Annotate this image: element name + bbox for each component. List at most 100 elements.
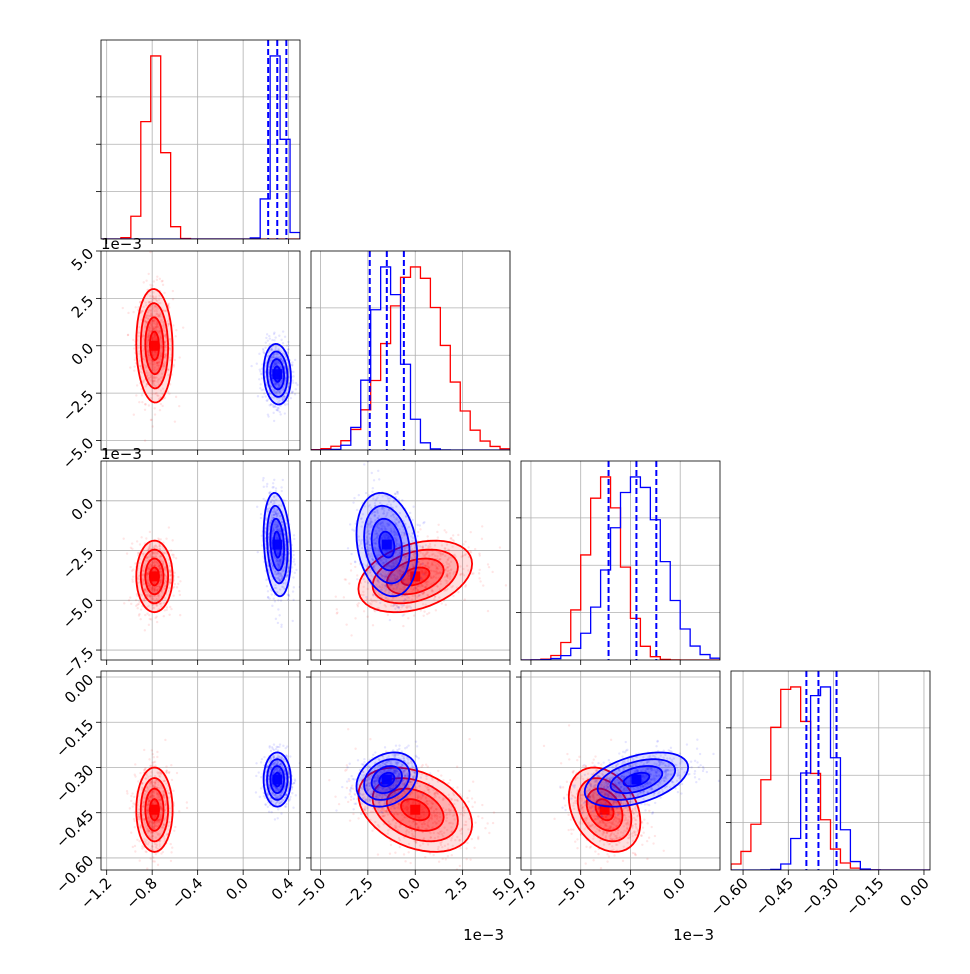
density-peak-series-1 — [272, 369, 282, 379]
scatter-point — [133, 347, 135, 349]
scatter-point — [170, 860, 172, 862]
scatter-point — [363, 573, 365, 575]
scatter-point — [411, 519, 413, 521]
scatter-point — [365, 596, 367, 598]
scatter-point — [273, 420, 275, 422]
scatter-point — [143, 749, 145, 751]
scatter-point — [379, 602, 381, 604]
scatter-point — [292, 576, 294, 578]
scatter-point — [412, 506, 414, 508]
scatter-point — [135, 394, 137, 396]
scatter-point — [291, 361, 293, 363]
scatter-point — [173, 572, 175, 574]
scatter-point — [146, 612, 148, 614]
panel-1-1 — [306, 251, 510, 455]
histogram-series-1 — [521, 477, 720, 660]
scatter-point — [131, 578, 133, 580]
scatter-point — [409, 512, 411, 514]
scatter-point — [280, 624, 282, 626]
scatter-point — [292, 590, 294, 592]
y-tick-label: −2.5 — [59, 544, 97, 582]
scatter-point — [137, 780, 139, 782]
scatter-point — [179, 594, 181, 596]
scatter-point — [149, 284, 151, 286]
scatter-point — [292, 560, 294, 562]
scatter-point — [365, 492, 367, 494]
scatter-point — [165, 772, 167, 774]
scatter-point — [134, 763, 136, 765]
scatter-point — [350, 563, 352, 565]
scatter-point — [389, 619, 391, 621]
scatter-point — [294, 572, 296, 574]
scatter-point — [271, 339, 273, 341]
scatter-point — [350, 569, 352, 571]
histogram-series-1 — [311, 267, 510, 450]
scatter-point — [259, 383, 261, 385]
scatter-point — [157, 864, 159, 866]
scatter-point — [177, 583, 179, 585]
density-peak-series-1 — [382, 540, 392, 550]
scatter-point — [350, 553, 352, 555]
scatter-point — [259, 368, 261, 370]
scatter-point — [144, 629, 146, 631]
scatter-point — [256, 506, 258, 508]
scatter-point — [132, 581, 134, 583]
scatter-point — [140, 536, 142, 538]
scatter-point — [144, 614, 146, 616]
scatter-point — [380, 597, 382, 599]
panel-content — [335, 460, 539, 637]
scatter-point — [275, 490, 277, 492]
y-tick-label: 2.5 — [68, 292, 98, 322]
scatter-point — [277, 407, 279, 409]
scatter-point — [287, 344, 289, 346]
scatter-point — [464, 540, 466, 542]
panel-2-2 — [516, 461, 720, 665]
scatter-point — [145, 537, 147, 539]
scatter-point — [418, 595, 420, 597]
scatter-point — [173, 365, 175, 367]
scatter-point — [176, 586, 178, 588]
scatter-point — [168, 771, 170, 773]
scatter-point — [398, 607, 400, 609]
scatter-point — [261, 396, 263, 398]
scatter-point — [437, 524, 439, 526]
scatter-point — [292, 550, 294, 552]
scatter-point — [133, 796, 135, 798]
scatter-point — [288, 594, 290, 596]
scatter-point — [414, 587, 416, 589]
scatter-point — [376, 609, 378, 611]
scatter-point — [140, 608, 142, 610]
scatter-point — [374, 591, 376, 593]
scatter-point — [287, 341, 289, 343]
scatter-point — [266, 485, 268, 487]
scatter-point — [291, 364, 293, 366]
scatter-point — [280, 413, 282, 415]
scatter-point — [271, 593, 273, 595]
scatter-point — [372, 594, 374, 596]
scatter-point — [131, 548, 133, 550]
scatter-point — [258, 353, 260, 355]
scatter-point — [491, 571, 493, 573]
scatter-point — [452, 534, 454, 536]
scatter-point — [155, 615, 157, 617]
y-tick-label: 5.0 — [68, 245, 98, 275]
scatter-point — [153, 280, 155, 282]
scatter-point — [260, 513, 262, 515]
scatter-point — [132, 339, 134, 341]
scatter-point — [148, 614, 150, 616]
scatter-point — [151, 749, 153, 751]
scatter-point — [419, 528, 421, 530]
scatter-point — [132, 311, 134, 313]
scatter-point — [261, 377, 263, 379]
scatter-point — [159, 278, 161, 280]
scatter-point — [145, 279, 147, 281]
scatter-point — [141, 394, 143, 396]
scatter-point — [132, 576, 134, 578]
scatter-point — [353, 497, 355, 499]
scatter-point — [179, 580, 181, 582]
scatter-point — [272, 482, 274, 484]
panel-content — [122, 443, 301, 632]
scatter-point — [171, 539, 173, 541]
scatter-point — [158, 538, 160, 540]
scatter-point — [171, 554, 173, 556]
